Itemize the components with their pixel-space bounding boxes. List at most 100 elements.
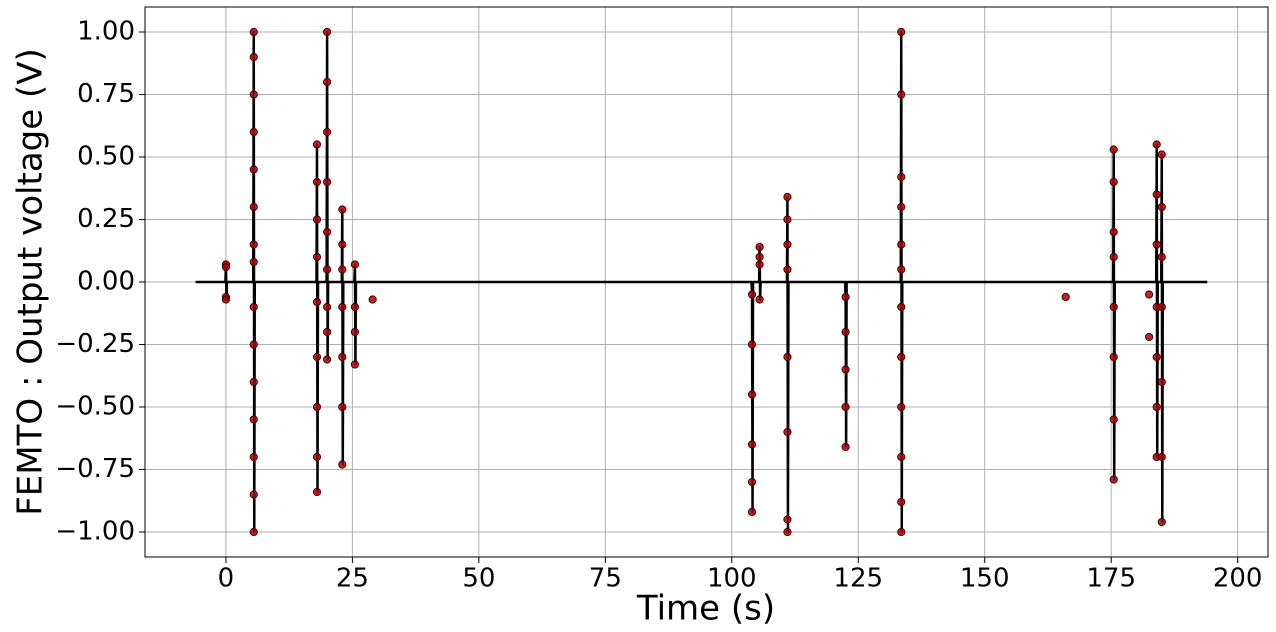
- data-point: [783, 240, 792, 249]
- data-point: [755, 242, 764, 252]
- data-point: [783, 427, 792, 437]
- data-point: [338, 352, 347, 362]
- data-point: [1152, 240, 1161, 249]
- data-point: [350, 327, 360, 337]
- data-point: [1157, 150, 1166, 159]
- data-point: [1109, 252, 1118, 262]
- data-point: [312, 177, 322, 187]
- data-point: [249, 377, 258, 387]
- data-point: [783, 215, 792, 224]
- data-point: [897, 265, 906, 274]
- y-tick-label: 1.00: [77, 17, 135, 47]
- y-tick-label: −0.75: [55, 454, 135, 484]
- data-point: [841, 442, 850, 452]
- data-point: [323, 355, 332, 364]
- data-point: [747, 440, 757, 449]
- data-point: [1109, 302, 1118, 312]
- data-point: [338, 402, 347, 412]
- data-point: [312, 352, 322, 362]
- data-point: [755, 252, 764, 262]
- data-point: [1157, 452, 1166, 462]
- data-point: [350, 360, 360, 369]
- data-point: [1157, 377, 1166, 387]
- data-point: [249, 452, 258, 462]
- data-point: [1109, 227, 1118, 237]
- y-tick-label: −1.00: [55, 517, 135, 547]
- data-point: [249, 165, 258, 174]
- data-point: [841, 327, 850, 337]
- data-point: [323, 177, 332, 187]
- data-point: [323, 77, 332, 87]
- data-point: [350, 260, 360, 269]
- data-point: [323, 265, 332, 274]
- x-tick-label: 75: [589, 564, 622, 594]
- data-point: [897, 452, 906, 462]
- data-point: [1157, 202, 1166, 212]
- data-point: [221, 295, 231, 304]
- data-point: [755, 260, 764, 269]
- x-tick-label: 175: [1086, 564, 1136, 594]
- data-point: [897, 240, 906, 249]
- data-point: [249, 27, 258, 37]
- data-point: [323, 302, 332, 312]
- data-point: [338, 302, 347, 312]
- data-point: [249, 240, 258, 249]
- data-point: [323, 227, 332, 237]
- data-point: [897, 527, 906, 537]
- data-point: [249, 490, 258, 499]
- data-point: [783, 515, 792, 524]
- data-point: [221, 262, 231, 272]
- y-tick-label: −0.25: [55, 329, 135, 359]
- data-point: [897, 497, 906, 507]
- data-point: [783, 265, 792, 274]
- data-point: [249, 527, 258, 537]
- x-tick-label: 50: [462, 564, 495, 594]
- data-point: [897, 90, 906, 99]
- data-point: [1109, 352, 1118, 362]
- data-point: [249, 302, 258, 312]
- data-point: [368, 295, 377, 304]
- y-tick-label: 0.50: [77, 142, 135, 172]
- y-tick-label: 0.75: [77, 79, 135, 109]
- data-point: [747, 290, 757, 299]
- data-point: [897, 27, 906, 37]
- data-point: [747, 507, 757, 517]
- data-point: [249, 52, 258, 62]
- data-point: [312, 297, 322, 307]
- data-point: [249, 202, 258, 212]
- x-axis-label: Time (s): [636, 589, 775, 629]
- data-point: [323, 27, 332, 37]
- data-point: [312, 487, 322, 497]
- data-point: [1109, 475, 1118, 484]
- data-point: [1109, 177, 1118, 187]
- data-point: [249, 257, 258, 267]
- data-point: [897, 352, 906, 362]
- x-tick-label: 0: [218, 564, 235, 594]
- data-point: [249, 415, 258, 424]
- data-point: [312, 452, 322, 462]
- data-point: [783, 192, 792, 202]
- data-point: [783, 352, 792, 362]
- data-point: [312, 402, 322, 412]
- data-point: [1152, 352, 1161, 362]
- data-point: [338, 240, 347, 249]
- data-point: [897, 402, 906, 412]
- data-point: [249, 127, 258, 137]
- x-tick-label: 25: [336, 564, 369, 594]
- data-point: [312, 215, 322, 224]
- data-point: [841, 402, 850, 412]
- data-point: [249, 90, 258, 99]
- y-axis-label: FEMTO : Output voltage (V): [11, 48, 51, 516]
- y-tick-label: 0.00: [77, 267, 135, 297]
- data-point: [1157, 517, 1166, 527]
- data-point: [350, 302, 360, 312]
- data-point: [312, 252, 322, 262]
- data-point: [1152, 402, 1161, 412]
- x-tick-label: 200: [1213, 564, 1263, 594]
- x-tick-label: 125: [833, 564, 883, 594]
- plot-frame: [144, 6, 1269, 558]
- data-point: [249, 340, 258, 349]
- data-point: [1157, 302, 1166, 312]
- data-point: [1061, 292, 1070, 302]
